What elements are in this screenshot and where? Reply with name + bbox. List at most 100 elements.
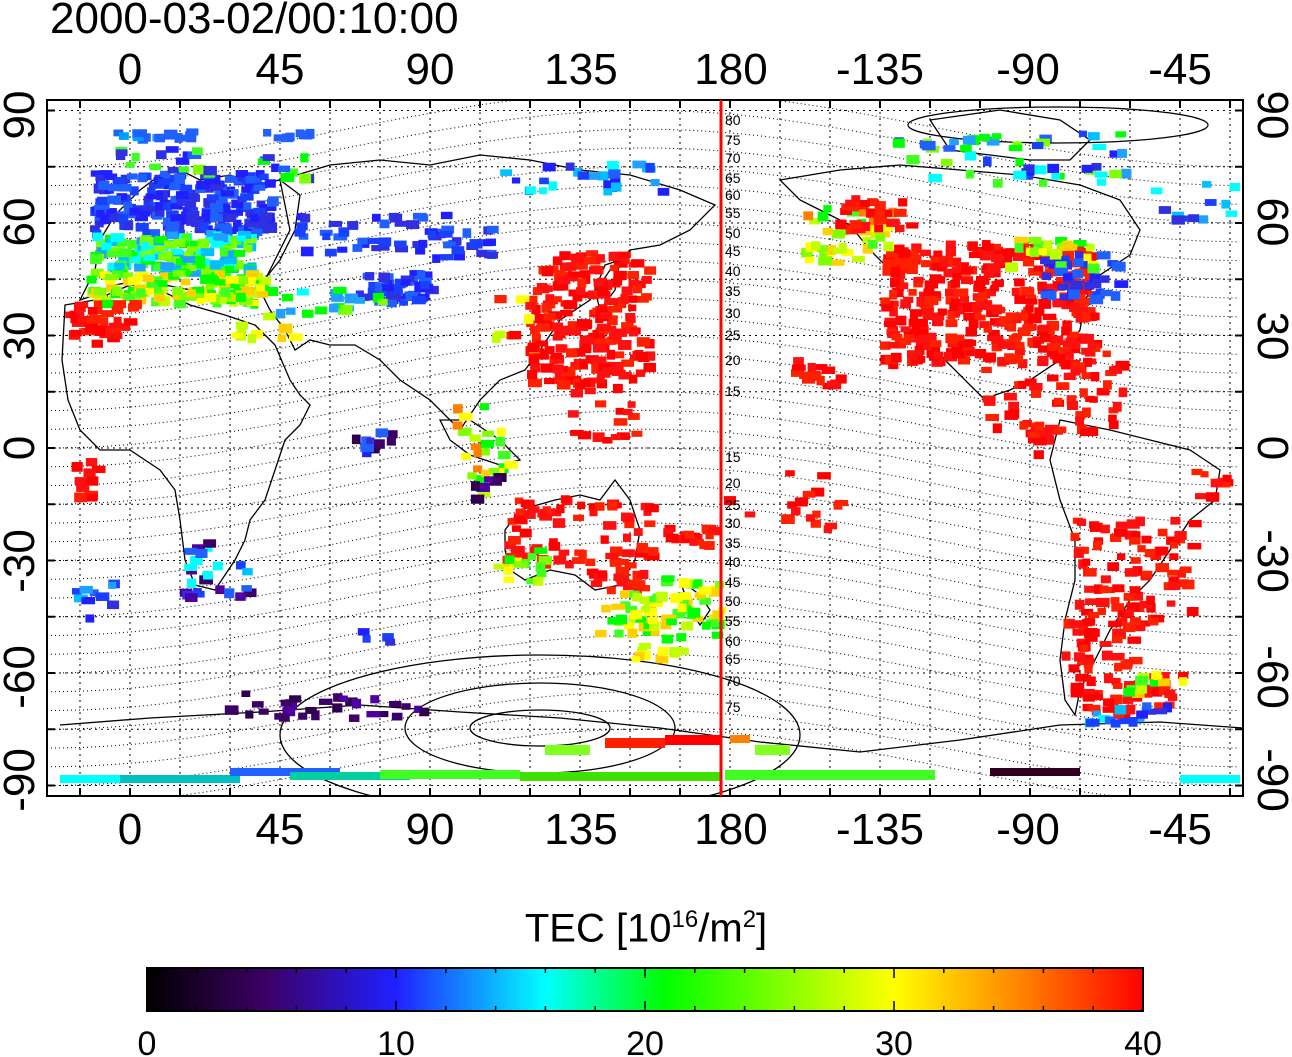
tec-cell: [245, 175, 257, 184]
tec-cell: [1087, 263, 1100, 274]
tec-cell: [1111, 603, 1125, 612]
tec-cell: [1100, 575, 1111, 584]
tec-cell: [889, 306, 898, 317]
tec-cell: [197, 238, 210, 249]
tec-cell: [627, 401, 636, 408]
tec-cell: [635, 369, 646, 377]
tec-cell: [205, 274, 217, 283]
tec-cell: [202, 570, 213, 580]
tec-cell: [199, 222, 209, 231]
tec-cell: [1071, 362, 1086, 372]
tec-cell: [603, 521, 617, 530]
tec-cell: [1200, 471, 1209, 478]
tec-cell: [637, 646, 648, 655]
tec-cell: [163, 240, 177, 249]
tec-cell: [116, 193, 128, 201]
tec-cell: [1014, 236, 1028, 244]
tec-cell: [101, 242, 112, 251]
tec-cell: [619, 252, 630, 260]
tec-cell: [494, 467, 505, 477]
tec-cell: [504, 541, 517, 550]
tec-cell: [886, 219, 900, 227]
tec-cell: [230, 768, 340, 776]
tec-cell: [627, 271, 639, 280]
tec-cell: [527, 342, 540, 353]
tec-cell: [1119, 717, 1133, 725]
tec-cell: [106, 208, 117, 216]
tec-cell: [1104, 716, 1116, 725]
tec-cell: [235, 561, 246, 570]
tec-cell: [1229, 183, 1240, 192]
tec-cell: [1066, 395, 1077, 405]
tec-cell: [419, 707, 430, 717]
tec-cell: [883, 241, 894, 252]
tec-cell: [366, 711, 381, 718]
tec-cell: [602, 437, 613, 444]
tec-cell: [619, 590, 630, 598]
tec-cell: [1042, 435, 1055, 445]
tec-cell: [1055, 347, 1068, 355]
tec-cell: [285, 132, 295, 142]
tec-cell: [627, 628, 638, 638]
tec-cell: [87, 306, 98, 315]
tec-cell: [139, 288, 148, 297]
tec-cell: [929, 342, 941, 353]
tec-cell: [187, 151, 202, 160]
tec-cell: [963, 312, 975, 321]
tec-cell: [920, 249, 931, 257]
tec-cell: [1162, 702, 1172, 713]
solar-zenith-contour: [469, 709, 611, 747]
tec-cell: [1142, 570, 1153, 579]
tec-cell: [671, 593, 683, 602]
tec-cell: [235, 292, 246, 302]
tec-cell: [577, 431, 592, 440]
tec-cell: [231, 332, 244, 339]
tec-cell: [608, 169, 621, 179]
tec-cell: [846, 206, 861, 217]
tec-cell: [352, 244, 363, 252]
tec-cell: [1068, 289, 1080, 300]
tec-cell: [908, 288, 917, 296]
tec-cell: [544, 346, 555, 355]
tec-cell: [1117, 617, 1128, 626]
tec-cell: [484, 252, 499, 259]
tec-cell: [912, 254, 922, 261]
tec-cell: [681, 621, 694, 631]
tec-cell: [655, 591, 668, 602]
tec-cell: [725, 770, 935, 780]
tec-cell: [142, 254, 156, 262]
tec-cell: [154, 290, 165, 299]
tec-cell: [1073, 299, 1088, 307]
tec-cell: [560, 495, 570, 503]
tec-cell: [386, 299, 397, 308]
tec-cell: [232, 249, 246, 257]
tec-cell: [225, 213, 237, 223]
tec-cell: [590, 580, 603, 588]
tec-cell: [1089, 273, 1100, 284]
tec-cell: [799, 371, 812, 379]
tec-cell: [1153, 708, 1168, 715]
tec-cell: [469, 239, 483, 249]
tec-cell: [975, 297, 988, 304]
tec-cell: [559, 262, 572, 272]
lat-label-right: -90: [1248, 748, 1292, 812]
tec-cell: [543, 313, 556, 321]
tec-cell: [620, 257, 629, 264]
tec-cell: [831, 229, 845, 239]
tec-cell: [867, 198, 878, 206]
tec-cell: [101, 299, 115, 309]
tec-cell: [361, 293, 374, 301]
tec-cell: [983, 156, 992, 167]
tec-cell: [962, 135, 976, 145]
tec-cell: [189, 240, 200, 248]
tec-cell: [108, 581, 117, 589]
tec-cell: [99, 215, 111, 225]
tec-cell: [81, 596, 96, 605]
tec-cell: [579, 270, 591, 278]
tec-cell: [367, 287, 381, 295]
tec-cell: [960, 346, 975, 357]
tec-cell: [196, 180, 210, 190]
tec-cell: [826, 380, 839, 387]
tec-cell: [1075, 313, 1089, 323]
tec-cell: [1097, 714, 1111, 723]
